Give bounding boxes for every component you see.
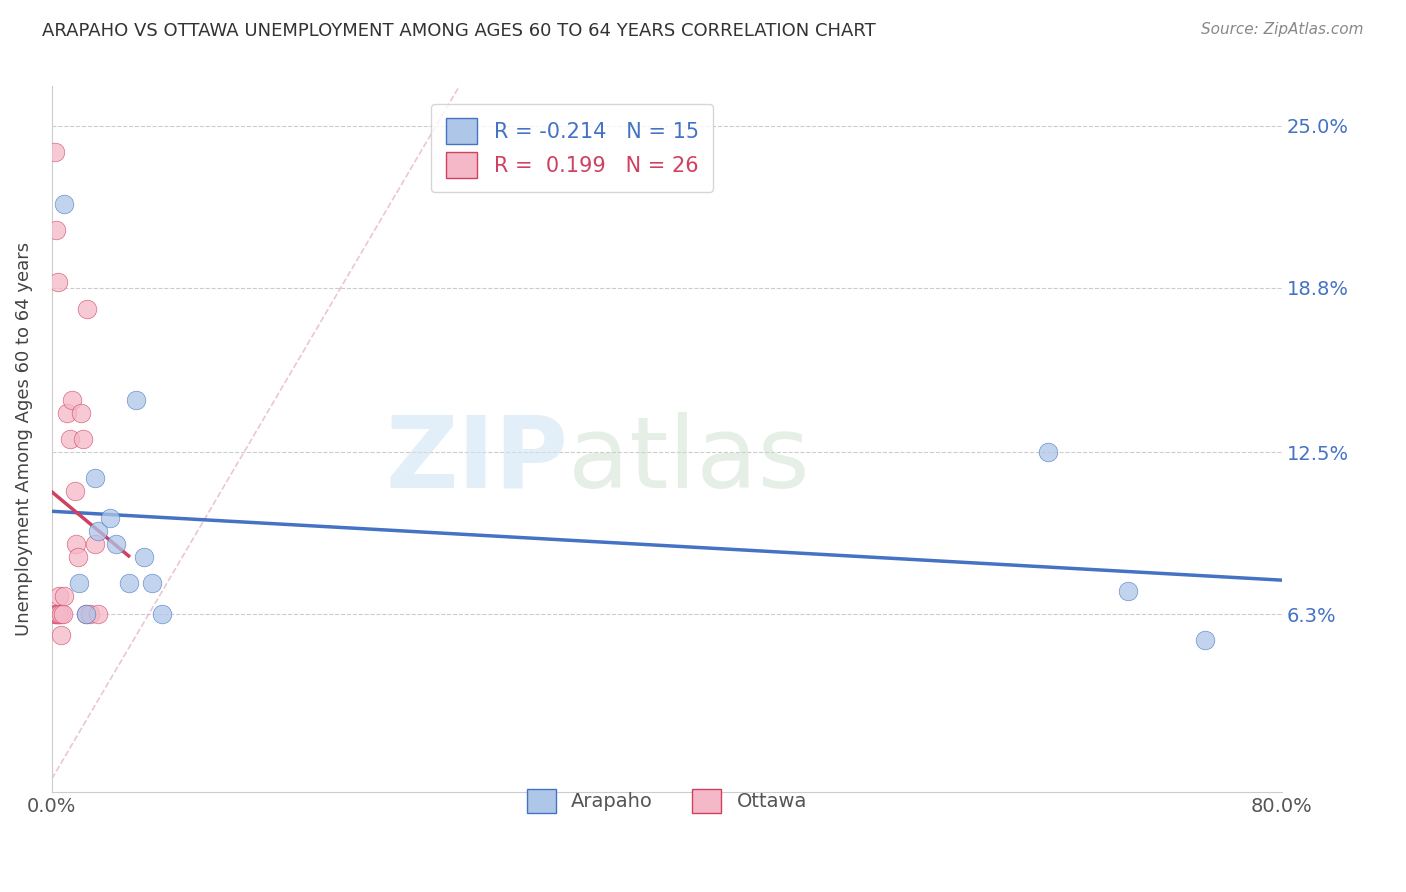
Point xyxy=(46,607,69,622)
Point xyxy=(63,484,86,499)
Point xyxy=(72,432,94,446)
Point xyxy=(53,589,76,603)
Point xyxy=(49,628,72,642)
Point xyxy=(1036,445,1059,459)
Point xyxy=(46,607,69,622)
Point xyxy=(67,575,90,590)
Point xyxy=(87,607,110,622)
Point xyxy=(83,471,105,485)
Y-axis label: Unemployment Among Ages 60 to 64 years: Unemployment Among Ages 60 to 64 years xyxy=(15,242,32,636)
Text: Source: ZipAtlas.com: Source: ZipAtlas.com xyxy=(1201,22,1364,37)
Point xyxy=(1194,633,1216,648)
Point xyxy=(1116,583,1139,598)
Point xyxy=(75,607,97,622)
Point xyxy=(51,607,73,622)
Point xyxy=(83,537,105,551)
Point xyxy=(53,197,76,211)
Point xyxy=(46,276,69,290)
Point xyxy=(132,549,155,564)
Point xyxy=(79,607,101,622)
Text: ARAPAHO VS OTTAWA UNEMPLOYMENT AMONG AGES 60 TO 64 YEARS CORRELATION CHART: ARAPAHO VS OTTAWA UNEMPLOYMENT AMONG AGE… xyxy=(42,22,876,40)
Point xyxy=(141,575,163,590)
Point xyxy=(76,301,98,316)
Point xyxy=(48,589,70,603)
Point xyxy=(75,607,97,622)
Point xyxy=(49,607,72,622)
Point xyxy=(70,406,93,420)
Point xyxy=(66,549,89,564)
Point xyxy=(48,607,70,622)
Point xyxy=(60,392,83,407)
Point xyxy=(98,510,121,524)
Point xyxy=(87,524,110,538)
Point xyxy=(125,392,148,407)
Point xyxy=(152,607,174,622)
Point xyxy=(117,575,139,590)
Point xyxy=(45,223,67,237)
Point xyxy=(44,145,66,159)
Point xyxy=(44,607,66,622)
Point xyxy=(65,537,87,551)
Point xyxy=(56,406,79,420)
Point xyxy=(105,537,128,551)
Point xyxy=(45,607,67,622)
Text: ZIP: ZIP xyxy=(385,412,568,508)
Point xyxy=(59,432,82,446)
Legend: Arapaho, Ottawa: Arapaho, Ottawa xyxy=(515,778,818,824)
Text: atlas: atlas xyxy=(568,412,810,508)
